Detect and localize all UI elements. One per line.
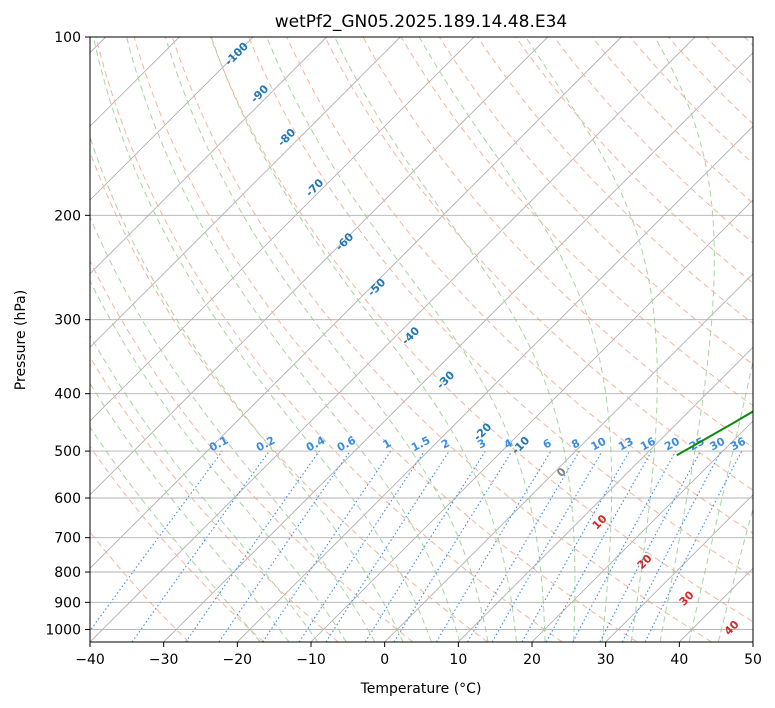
y-tick-label: 200	[54, 208, 81, 224]
mixing-ratio-line	[572, 450, 677, 642]
mixing-ratio-label: 10	[589, 435, 609, 454]
moist-adiabat-line	[90, 215, 376, 642]
isotherm-line	[90, 37, 328, 275]
mixing-ratio-line	[545, 450, 653, 642]
dry-adiabat-line	[477, 37, 753, 325]
mixing-ratio-label: 20	[662, 435, 682, 454]
mixing-ratio-label: 13	[616, 435, 636, 454]
moist-adiabat-line	[90, 382, 290, 642]
dry-adiabat-line	[95, 37, 563, 642]
dry-adiabat-line	[248, 37, 753, 578]
dry-adiabat-line	[171, 37, 712, 642]
y-axis-label: Pressure (hPa)	[13, 290, 29, 390]
isotherm-line	[90, 37, 622, 569]
moist-adiabat-line	[525, 37, 658, 642]
moist-adiabat-line	[164, 37, 489, 642]
moist-adiabat-line	[717, 506, 753, 642]
moist-adiabat-line	[90, 334, 319, 642]
dry-adiabat-line	[210, 37, 753, 623]
dry-adiabat-line	[400, 37, 753, 407]
mixing-ratio-line	[491, 450, 603, 642]
dry-adiabat-line	[362, 37, 753, 449]
x-tick-label: 30	[597, 652, 615, 668]
moist-adiabat-line	[90, 279, 347, 642]
isotherm-line	[90, 37, 696, 642]
y-axis-ticks: 100 200 300 400 500 600 700 800 900 1000	[45, 30, 90, 638]
mixing-ratio-line	[467, 450, 580, 642]
mixing-ratio-label: 16	[638, 435, 658, 454]
moist-adiabat-line	[210, 37, 517, 642]
isotherm-line	[457, 346, 753, 642]
y-tick-label: 1000	[45, 622, 81, 638]
x-tick-label: −30	[149, 652, 179, 668]
moist-adiabat-line	[92, 37, 432, 642]
isotherm-line	[163, 52, 753, 642]
mixing-ratio-lines	[90, 450, 743, 642]
isotherm-line	[236, 125, 753, 642]
x-axis-label: Temperature (°C)	[360, 681, 482, 697]
dry-adiabat-line	[90, 259, 414, 642]
moist-adiabat-lines	[90, 37, 753, 642]
moist-adiabat-line	[266, 37, 546, 642]
dry-adiabat-line	[515, 37, 753, 284]
x-tick-label: −40	[75, 652, 105, 668]
x-tick-label: 10	[449, 652, 467, 668]
isotherm-line	[90, 37, 254, 201]
x-tick-label: −20	[223, 652, 253, 668]
chart-title: wetPf2_GN05.2025.189.14.48.E34	[275, 12, 567, 32]
isotherm-line	[90, 37, 401, 348]
x-tick-label: 40	[670, 652, 688, 668]
isotherm-line	[90, 37, 475, 422]
isotherm-line	[605, 494, 753, 642]
x-tick-label: −10	[296, 652, 326, 668]
y-tick-label: 100	[54, 30, 81, 46]
moist-adiabat-line	[654, 37, 715, 642]
plot-frame	[89, 36, 754, 643]
isotherm-line	[90, 37, 549, 496]
moist-adiabat-line	[90, 426, 261, 642]
x-axis-ticks: −40 −30 −20 −10 0 10 20 30 40 50	[75, 642, 762, 668]
dry-adiabat-line	[90, 445, 264, 642]
mixing-ratio-line	[218, 450, 351, 642]
dry-adiabat-line	[133, 37, 638, 642]
y-tick-label: 900	[54, 595, 81, 611]
moist-adiabat-line	[688, 358, 753, 642]
mixing-ratio-line	[393, 450, 513, 642]
y-tick-label: 600	[54, 491, 81, 507]
y-tick-label: 300	[54, 313, 81, 329]
mixing-ratio-line	[90, 450, 223, 632]
moist-adiabat-line	[418, 37, 613, 642]
mixing-ratio-line	[521, 450, 630, 642]
x-tick-label: 0	[380, 652, 389, 668]
moist-adiabat-line	[126, 37, 461, 642]
isotherm-lines	[90, 37, 753, 642]
dry-adiabat-lines	[90, 37, 753, 642]
dry-adiabat-line	[591, 37, 753, 204]
dry-adiabat-line	[629, 37, 753, 165]
y-tick-label: 500	[54, 444, 81, 460]
dry-adiabat-line	[324, 37, 753, 491]
mixing-ratio-label: 36	[728, 435, 748, 454]
x-tick-label: 50	[744, 652, 762, 668]
y-tick-label: 400	[54, 387, 81, 403]
moist-adiabat-line	[90, 135, 404, 642]
mixing-ratio-line	[435, 450, 552, 642]
mixing-ratio-line	[325, 450, 450, 642]
mixing-ratio-line	[364, 450, 486, 642]
y-tick-label: 800	[54, 565, 81, 581]
mixing-ratio-label: 30	[708, 435, 728, 454]
pressure-gridlines	[90, 37, 753, 630]
y-tick-label: 700	[54, 531, 81, 547]
mixing-ratio-line	[185, 450, 320, 642]
isotherm-line	[384, 273, 753, 642]
x-tick-label: 20	[523, 652, 541, 668]
mixing-ratio-line	[131, 450, 270, 642]
isotherm-line	[531, 420, 753, 642]
